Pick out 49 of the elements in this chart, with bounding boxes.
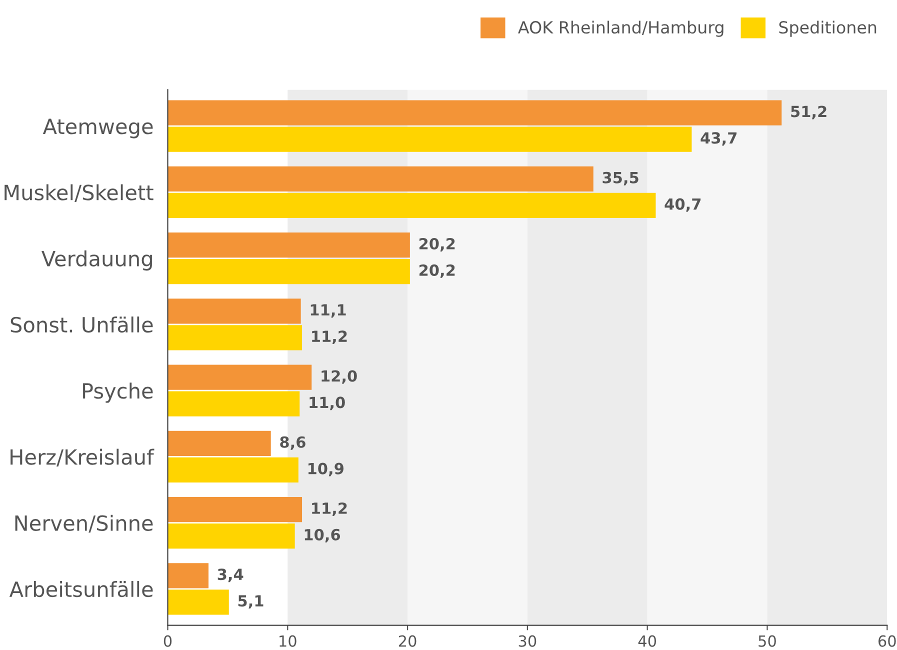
bar [168, 100, 782, 126]
legend-label: Speditionen [779, 20, 876, 37]
bar [168, 258, 410, 284]
data-label: 3,4 [218, 568, 244, 582]
data-label: 35,5 [602, 172, 638, 186]
bar [168, 457, 298, 482]
x-tick-label: 60 [878, 635, 896, 647]
bar [168, 497, 302, 522]
x-tick-label: 20 [398, 635, 416, 647]
data-label: 10,9 [308, 462, 344, 476]
bar [168, 298, 301, 324]
bar [168, 364, 312, 390]
y-tick-label: Atemwege [42, 118, 153, 138]
y-tick-label: Herz/Kreislauf [10, 448, 154, 467]
data-label: 40,7 [664, 198, 701, 212]
bar [168, 523, 295, 549]
y-tick-label: Verdauung [42, 250, 152, 271]
bar [168, 563, 209, 588]
y-tick-label: Sonst. Unfälle [10, 316, 153, 333]
bar [168, 325, 302, 350]
bar [168, 166, 594, 192]
data-label: 43,7 [700, 132, 737, 146]
data-label: 5,1 [238, 595, 264, 609]
bar [168, 430, 271, 456]
data-label: 10,6 [304, 528, 340, 542]
data-label: 51,2 [791, 106, 826, 120]
bar [168, 590, 229, 615]
legend-label: AOK Rheinland/Hamburg [518, 20, 724, 37]
y-tick-label: Arbeitsunfälle [9, 581, 153, 598]
data-label: 11,2 [312, 502, 347, 516]
data-label: 12,0 [322, 370, 357, 384]
x-tick-label: 40 [638, 635, 656, 647]
bar [168, 192, 656, 218]
data-label: 20,2 [419, 238, 455, 252]
x-tick-label: 50 [758, 635, 776, 647]
bar [168, 232, 410, 258]
data-label: 11,0 [310, 396, 345, 410]
y-tick-label: Nerven/Sinne [15, 514, 153, 533]
data-label: 8,6 [280, 436, 306, 450]
data-label: 11,2 [312, 330, 347, 344]
y-tick-label: Muskel/Skelett [4, 184, 154, 202]
data-label: 20,2 [419, 264, 455, 278]
bar [168, 391, 300, 416]
bar [168, 126, 692, 152]
y-tick-label: Psyche [83, 382, 153, 403]
data-label: 11,1 [310, 304, 346, 318]
x-tick-label: 30 [518, 635, 536, 647]
x-tick-label: 0 [164, 635, 172, 647]
x-tick-label: 10 [280, 635, 296, 647]
